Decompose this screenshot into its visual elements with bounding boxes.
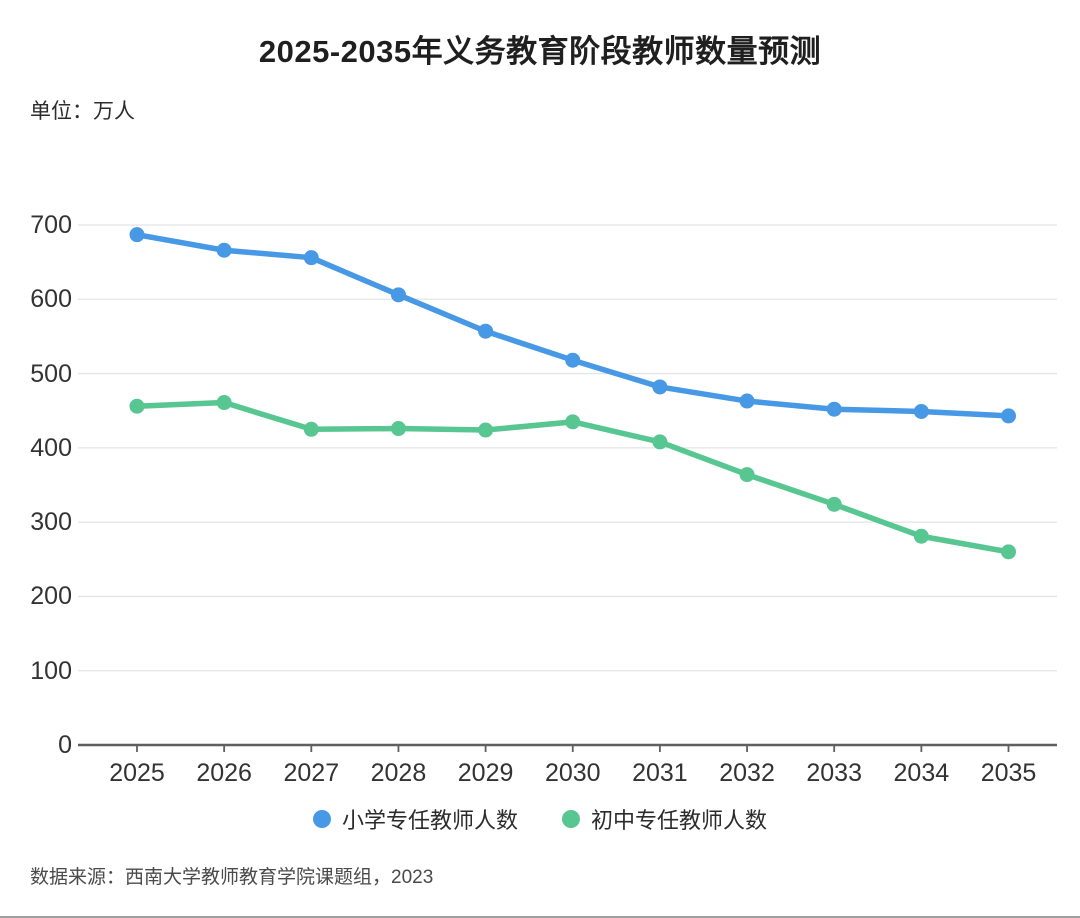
data-point-1-2027 (303, 421, 319, 437)
data-point-0-2029 (478, 323, 494, 339)
unit-label: 单位：万人 (30, 100, 135, 123)
x-axis-label-2028: 2028 (370, 759, 427, 787)
y-axis-label-700: 700 (30, 211, 72, 239)
x-axis-label-2025: 2025 (109, 759, 165, 787)
x-axis-label-2032: 2032 (719, 759, 775, 787)
data-point-1-2034 (913, 528, 929, 544)
legend-dot-junior-school-icon (562, 810, 580, 828)
data-point-0-2035 (1001, 408, 1016, 424)
x-axis-label-2035: 2035 (980, 759, 1037, 787)
legend-item-junior-school: 初中专任教师人数 (562, 803, 767, 835)
data-point-0-2025 (129, 227, 145, 243)
data-point-1-2035 (1001, 544, 1016, 560)
data-point-0-2033 (826, 401, 842, 417)
data-point-0-2032 (739, 393, 755, 409)
data-point-1-2029 (478, 422, 494, 438)
y-axis-label-100: 100 (30, 656, 72, 685)
data-point-1-2032 (739, 467, 755, 483)
legend: 小学专任教师人数 初中专任教师人数 (0, 803, 1080, 835)
source-note: 数据来源：西南大学教师教育学院课题组，2023 (30, 867, 434, 888)
x-axis-label-2031: 2031 (632, 759, 688, 787)
data-point-1-2030 (565, 414, 581, 430)
x-axis-label-2034: 2034 (893, 759, 950, 787)
legend-item-primary-school: 小学专任教师人数 (312, 803, 518, 835)
y-axis-label-200: 200 (30, 582, 72, 611)
data-point-0-2027 (303, 250, 319, 266)
x-axis-label-2029: 2029 (457, 759, 514, 787)
data-point-0-2034 (913, 403, 929, 419)
x-axis-label-2030: 2030 (544, 759, 601, 787)
y-axis-label-0: 0 (58, 731, 72, 759)
data-point-1-2031 (652, 434, 668, 450)
series-line-0 (134, 231, 1012, 419)
x-axis-label-2026: 2026 (196, 759, 252, 787)
chart-title: 2025-2035年义务教育阶段教师数量预测 (258, 34, 822, 69)
data-point-1-2025 (129, 398, 145, 414)
y-axis-label-600: 600 (30, 285, 72, 314)
y-axis-label-300: 300 (30, 508, 72, 537)
data-point-1-2028 (390, 421, 406, 437)
data-point-0-2031 (652, 379, 668, 395)
legend-dot-primary-school-icon (312, 810, 331, 828)
legend-label-primary-school: 小学专任教师人数 (341, 808, 518, 833)
data-point-1-2026 (216, 395, 232, 411)
x-axis-label-2033: 2033 (806, 759, 862, 787)
y-axis-label-400: 400 (30, 433, 72, 462)
data-point-1-2033 (826, 496, 842, 512)
legend-label-junior-school: 初中专任教师人数 (591, 808, 768, 833)
data-point-0-2026 (216, 242, 232, 258)
x-axis-label-2027: 2027 (283, 759, 340, 787)
y-axis-label-500: 500 (30, 359, 72, 388)
data-point-0-2028 (390, 287, 406, 303)
bottom-divider (0, 916, 1080, 918)
data-point-0-2030 (565, 352, 581, 368)
